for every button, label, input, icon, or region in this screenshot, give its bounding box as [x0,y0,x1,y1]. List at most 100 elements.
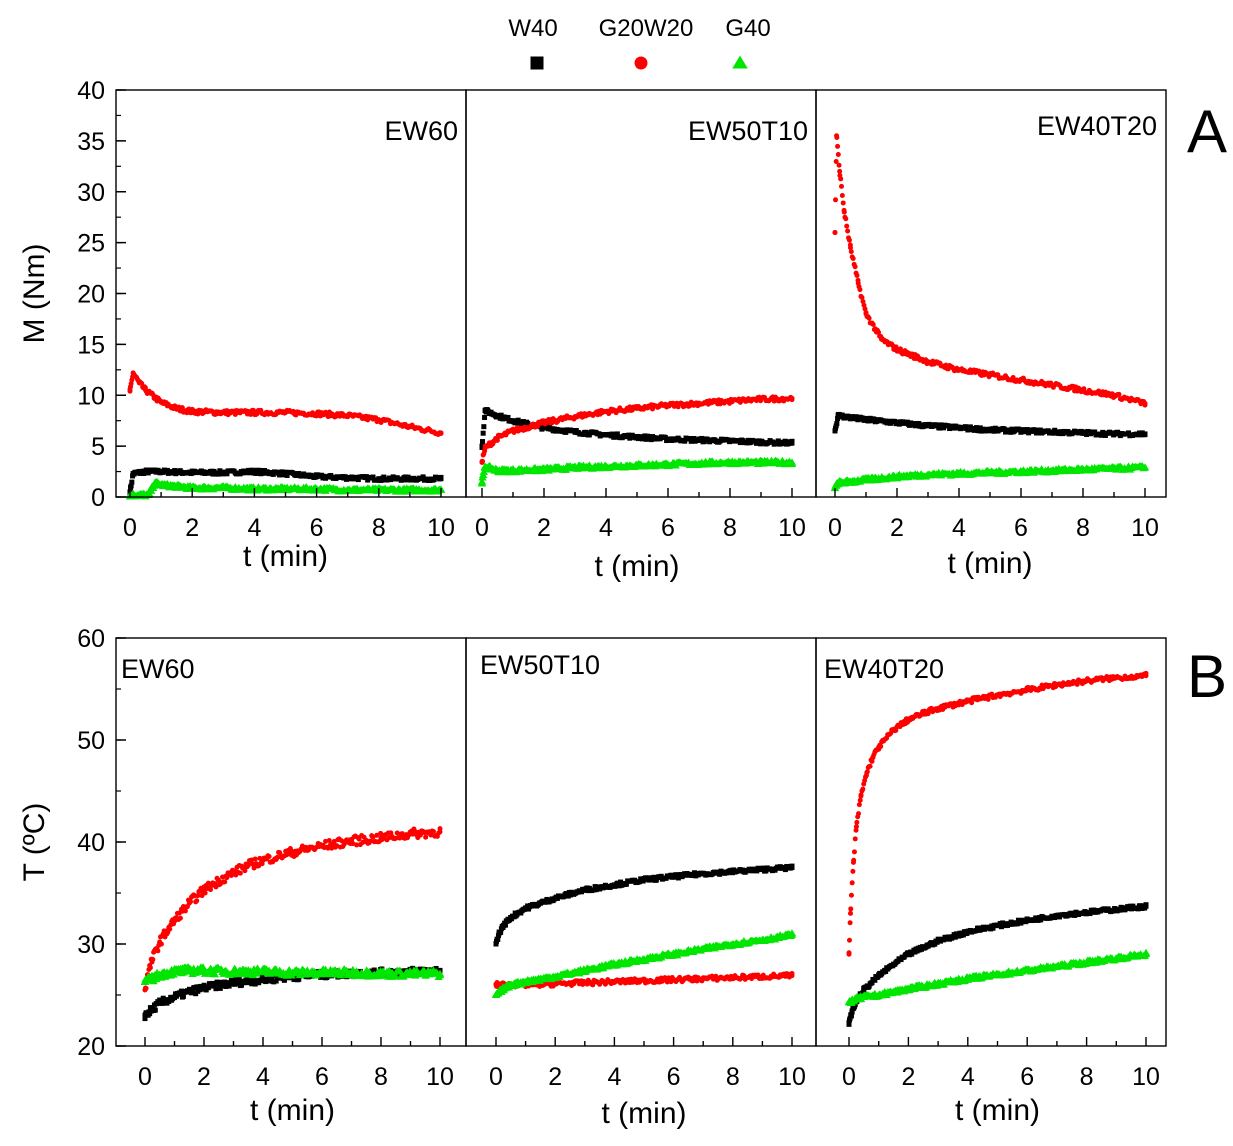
data-point [428,832,434,838]
data-point [397,835,403,841]
data-point [157,939,163,945]
panel-letter-a: A [1187,98,1227,165]
data-point [925,711,931,717]
data-point [858,793,864,799]
data-point [925,423,931,429]
data-point [894,420,900,426]
data-point [493,466,502,474]
data-point [850,859,856,865]
data-point [861,987,867,993]
data-point [381,474,387,480]
data-point [653,877,659,883]
data-point [700,976,706,982]
data-point [580,966,589,974]
data-point [251,410,257,416]
data-point [639,955,649,963]
data-point [129,479,135,485]
data-point [147,965,153,971]
data-point [891,961,897,967]
data-point [847,920,853,926]
x-axis-label: t (min) [243,540,328,573]
data-point [248,977,254,983]
data-point [222,879,228,885]
data-point [725,458,735,466]
x-tick-label: 8 [1076,514,1090,542]
data-point [852,1002,858,1008]
data-point [220,470,226,476]
data-point [252,856,258,862]
data-point [288,968,297,976]
data-point [665,402,671,408]
data-point [510,418,516,424]
data-point [277,850,283,856]
data-point [846,237,852,243]
series-g40 [491,929,797,998]
data-point [965,929,971,935]
data-point [935,938,941,944]
data-point [935,422,941,428]
data-point [394,830,400,836]
data-point [582,980,588,986]
data-point [603,409,609,415]
data-point [404,477,410,483]
data-point [651,874,657,880]
data-point [331,839,337,845]
series-w40 [832,411,1148,439]
data-point [376,476,382,482]
data-point [370,834,376,840]
data-point [1087,911,1093,917]
data-point [237,969,246,977]
data-point [935,705,941,711]
x-tick-label: 6 [667,1063,681,1091]
series-g40 [830,461,1150,492]
data-point [627,435,633,441]
data-point [1026,430,1032,436]
data-point [838,176,844,182]
data-point [1001,426,1007,432]
data-point [623,881,629,887]
data-point [172,918,177,924]
data-point [1140,463,1150,471]
data-point [609,431,615,437]
data-point [845,228,851,234]
data-point [178,988,184,994]
data-point [491,991,501,998]
data-point [365,477,371,483]
data-point [1008,429,1014,435]
data-point [495,413,500,419]
plot-frame [115,89,467,498]
data-point [495,936,501,942]
data-point [223,984,229,990]
data-point [744,440,750,446]
data-point [1080,430,1086,436]
data-point [728,940,737,947]
panel-title: EW60 [121,654,195,684]
data-point [1143,673,1149,679]
data-point [431,477,437,483]
data-point [696,437,702,443]
data-point [147,1011,153,1017]
x-axis-label: t (min) [595,550,680,583]
legend: W40 G20W20 G40 [508,15,771,70]
data-point [1139,905,1145,911]
data-point [848,906,854,912]
data-point [521,977,530,985]
data-point [848,245,853,251]
data-point [861,475,871,483]
data-point [177,991,183,997]
data-point [998,924,1004,930]
data-point [319,472,325,478]
data-point [1078,465,1088,473]
data-point [730,975,736,981]
panel-b-ew50t10: 0 2 4 6 8 10t (min)EW50T10 [465,637,817,1130]
data-point [510,428,516,434]
data-point [834,133,840,139]
data-point [130,471,136,477]
x-tick-label: 8 [726,1063,740,1091]
data-point [699,945,708,953]
panel-title: EW50T10 [480,650,600,680]
data-point [182,908,188,914]
data-point [990,426,996,432]
